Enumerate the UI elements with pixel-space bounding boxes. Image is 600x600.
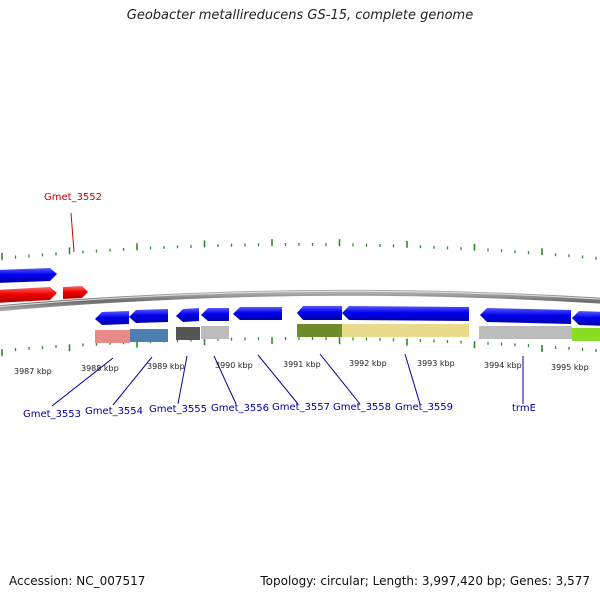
gene-arrow[interactable] xyxy=(0,268,57,283)
genome-backbone xyxy=(0,289,600,312)
domain-bar xyxy=(297,324,342,337)
gene-arrow-edge[interactable] xyxy=(572,311,600,326)
scale-label: 3992 kbp xyxy=(349,359,387,368)
domain-bar xyxy=(201,326,229,339)
gene-label-Gmet_3558[interactable]: Gmet_3558 xyxy=(333,402,391,413)
accession-text: Accession: NC_007517 xyxy=(9,574,146,588)
gene-label-Gmet_3555[interactable]: Gmet_3555 xyxy=(149,404,207,415)
reverse-strand-genes xyxy=(95,306,600,326)
domain-bar xyxy=(342,324,469,337)
scale-label: 3990 kbp xyxy=(215,361,253,370)
scale-label: 3991 kbp xyxy=(283,360,321,369)
gene-label-Gmet_3557[interactable]: Gmet_3557 xyxy=(272,402,330,413)
gene-label-trmE[interactable]: trmE xyxy=(512,403,536,414)
scale-label: 3995 kbp xyxy=(551,363,589,372)
domain-bars xyxy=(95,324,600,343)
scale-labels: 3987 kbp 3988 kbp 3989 kbp 3990 kbp 3991… xyxy=(14,359,589,376)
gene-label-Gmet_3553[interactable]: Gmet_3553 xyxy=(23,409,81,420)
gene-label-Gmet_3556[interactable]: Gmet_3556 xyxy=(211,403,269,414)
gene-Gmet_3557-arrow[interactable] xyxy=(233,307,282,320)
domain-bar xyxy=(176,327,200,340)
top-tick-marks xyxy=(1,239,597,260)
domain-bar xyxy=(572,328,600,341)
gene-Gmet_3556-arrow[interactable] xyxy=(201,308,229,321)
label-connectors xyxy=(51,212,524,407)
gene-trmE-arrow[interactable] xyxy=(480,308,571,324)
domain-bar xyxy=(479,326,572,339)
scale-label: 3993 kbp xyxy=(417,359,455,368)
forward-strand-genes xyxy=(0,268,88,303)
gene-label-Gmet_3552[interactable]: Gmet_3552 xyxy=(44,192,102,203)
gene-Gmet_3555-arrow[interactable] xyxy=(176,308,199,322)
gene-Gmet_3559-arrow[interactable] xyxy=(342,306,469,321)
genome-summary-text: Topology: circular; Length: 3,997,420 bp… xyxy=(260,574,590,588)
scale-label: 3989 kbp xyxy=(147,362,185,371)
gene-label-Gmet_3559[interactable]: Gmet_3559 xyxy=(395,402,453,413)
gene-label-Gmet_3554[interactable]: Gmet_3554 xyxy=(85,406,143,417)
gene-Gmet_3558-arrow[interactable] xyxy=(297,306,342,320)
genome-title: Geobacter metallireducens GS-15, complet… xyxy=(126,8,474,23)
gene-Gmet_3553-arrow[interactable] xyxy=(95,311,129,325)
bottom-tick-marks xyxy=(1,337,597,357)
scale-label: 3994 kbp xyxy=(484,361,522,370)
domain-bar xyxy=(130,329,168,342)
gene-labels: Gmet_3552 Gmet_3553 Gmet_3554 Gmet_3555 … xyxy=(23,192,536,420)
domain-bar xyxy=(95,330,130,343)
rna-arrow[interactable] xyxy=(63,286,88,299)
gene-Gmet_3552-arrow[interactable] xyxy=(0,287,57,303)
scale-label: 3988 kbp xyxy=(81,364,119,373)
scale-label: 3987 kbp xyxy=(14,367,52,376)
gene-Gmet_3554-arrow[interactable] xyxy=(129,309,168,323)
